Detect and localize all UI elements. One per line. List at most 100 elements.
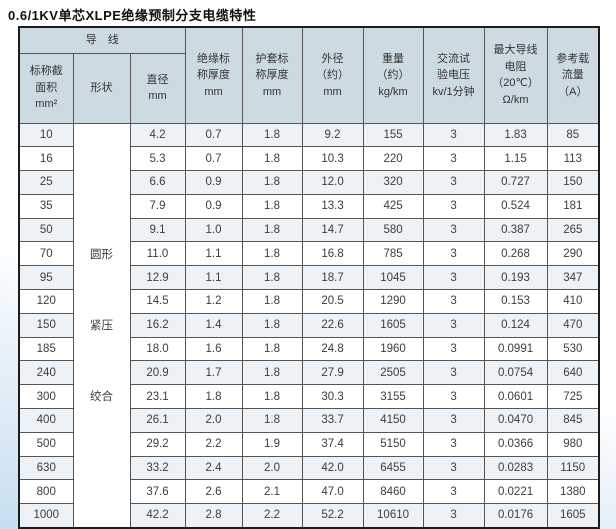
table-cell: 3	[422, 431, 485, 457]
table-cell: 3	[422, 360, 485, 386]
table-cell: 26.1	[129, 408, 186, 433]
table-cell: 3	[422, 146, 485, 172]
table-cell: 70	[18, 241, 74, 267]
table-row: 400 26.1 2.0 1.8 33.7 4150 3 0.0470 845	[18, 408, 600, 433]
table-body: 10 圆形 紧压 绞合 4.2 0.7 1.8 9.2 155 3 1.83 85 16 5.3 0.7 1.…	[18, 122, 600, 529]
table-cell: 25	[18, 170, 74, 195]
col-header-ampacity: 参考载 流量 （A）	[546, 26, 600, 124]
table-cell: 30.3	[301, 384, 364, 410]
table-cell: 1045	[362, 265, 424, 291]
col-header-insulation-thickness: 绝缘标 称厚度 mm	[184, 26, 243, 124]
table-cell: 185	[18, 336, 74, 362]
page-title: 0.6/1KV单芯XLPE绝缘预制分支电缆特性	[8, 8, 257, 23]
table-cell: 425	[362, 193, 424, 219]
table-row: 16 5.3 0.7 1.8 10.3 220 3 1.15 113	[18, 146, 600, 172]
col-header-sheath-thickness: 护套标 称厚度 mm	[241, 26, 303, 124]
col-header-diameter: 直径 mm	[129, 52, 186, 124]
table-cell: 1.83	[483, 122, 548, 148]
table-cell: 4.2	[129, 122, 186, 148]
table-row: 70 11.0 1.1 1.8 16.8 785 3 0.268 290	[18, 241, 600, 267]
table-cell: 10610	[362, 503, 424, 529]
table-cell: 10.3	[301, 146, 364, 172]
table-cell: 1.8	[241, 170, 303, 195]
table-cell: 33.7	[301, 408, 364, 433]
table-cell: 5150	[362, 431, 424, 457]
table-row: 630 33.2 2.4 2.0 42.0 6455 3 0.0283 1150	[18, 455, 600, 481]
table-cell: 18.7	[301, 265, 364, 291]
table-cell: 29.2	[129, 431, 186, 457]
table-cell: 290	[546, 241, 600, 267]
table-cell: 800	[18, 479, 74, 505]
shape-label: 绞合	[90, 390, 113, 403]
table-row: 240 20.9 1.7 1.8 27.9 2505 3 0.0754 640	[18, 360, 600, 386]
table-cell: 42.2	[129, 503, 186, 529]
table-header: 导 线 绝缘标 称厚度 mm 护套标 称厚度 mm 外径 （约） mm 重量 （…	[18, 26, 600, 124]
table-cell: 0.0283	[483, 455, 548, 481]
table-cell: 1.8	[241, 289, 303, 314]
table-cell: 1.8	[241, 217, 303, 243]
table-cell: 4150	[362, 408, 424, 433]
table-cell: 0.268	[483, 241, 548, 267]
table-cell: 1.9	[241, 431, 303, 457]
table-cell: 18.0	[129, 336, 186, 362]
table-cell: 725	[546, 384, 600, 410]
table-cell: 0.0601	[483, 384, 548, 410]
table-cell: 980	[546, 431, 600, 457]
table-cell: 16	[18, 146, 74, 172]
table-cell: 3	[422, 170, 485, 195]
col-header-weight: 重量 （约） kg/km	[362, 26, 424, 124]
table-cell: 1.8	[241, 193, 303, 219]
table-cell: 16.8	[301, 241, 364, 267]
table-cell: 1.8	[241, 146, 303, 172]
shape-merged-cell: 圆形 紧压 绞合	[72, 122, 131, 529]
table-cell: 3	[422, 312, 485, 338]
table-cell: 22.6	[301, 312, 364, 338]
table-cell: 42.0	[301, 455, 364, 481]
table-cell: 1.8	[241, 360, 303, 386]
table-cell: 12.9	[129, 265, 186, 291]
table-cell: 3	[422, 122, 485, 148]
table-cell: 12.0	[301, 170, 364, 195]
table-cell: 3	[422, 241, 485, 267]
table-row: 185 18.0 1.6 1.8 24.8 1960 3 0.0991 530	[18, 336, 600, 362]
table-cell: 1150	[546, 455, 600, 481]
table-cell: 20.9	[129, 360, 186, 386]
shape-label: 紧压	[90, 320, 113, 333]
table-cell: 1000	[18, 503, 74, 529]
table-cell: 1605	[546, 503, 600, 529]
table-cell: 23.1	[129, 384, 186, 410]
table-row: 120 14.5 1.2 1.8 20.5 1290 3 0.153 410	[18, 289, 600, 314]
table-cell: 5.3	[129, 146, 186, 172]
table-cell: 347	[546, 265, 600, 291]
header-sub-row: 标称截 面积 mm² 形状 直径 mm	[18, 52, 599, 124]
table-cell: 2.0	[184, 408, 243, 433]
table-row: 95 12.9 1.1 1.8 18.7 1045 3 0.193 347	[18, 265, 600, 291]
table-cell: 3	[422, 217, 485, 243]
table-cell: 20.5	[301, 289, 364, 314]
header-group-row: 导 线 绝缘标 称厚度 mm 护套标 称厚度 mm 外径 （约） mm 重量 （…	[18, 26, 600, 124]
table-cell: 155	[362, 122, 424, 148]
table-cell: 0.9	[184, 193, 243, 219]
table-cell: 1380	[546, 479, 600, 505]
table-cell: 35	[18, 193, 74, 219]
table-cell: 1.8	[241, 122, 303, 148]
table-cell: 1.7	[184, 360, 243, 386]
table-cell: 3	[422, 408, 485, 433]
table-cell: 580	[362, 217, 424, 243]
table-cell: 1290	[362, 289, 424, 314]
table-cell: 0.7	[184, 122, 243, 148]
table-cell: 11.0	[129, 241, 186, 267]
table-cell: 1.6	[184, 336, 243, 362]
table-cell: 6455	[362, 455, 424, 481]
table-cell: 6.6	[129, 170, 186, 195]
table-cell: 0.727	[483, 170, 548, 195]
table-cell: 1.8	[241, 312, 303, 338]
table-row: 25 6.6 0.9 1.8 12.0 320 3 0.727 150	[18, 170, 600, 195]
table-cell: 150	[18, 312, 74, 338]
table-cell: 1.8	[241, 265, 303, 291]
table-cell: 0.193	[483, 265, 548, 291]
table-cell: 3	[422, 455, 485, 481]
table-cell: 1605	[362, 312, 424, 338]
table-cell: 14.5	[129, 289, 186, 314]
col-header-max-resistance: 最大导线 电阻 （20℃） Ω/km	[483, 26, 548, 124]
